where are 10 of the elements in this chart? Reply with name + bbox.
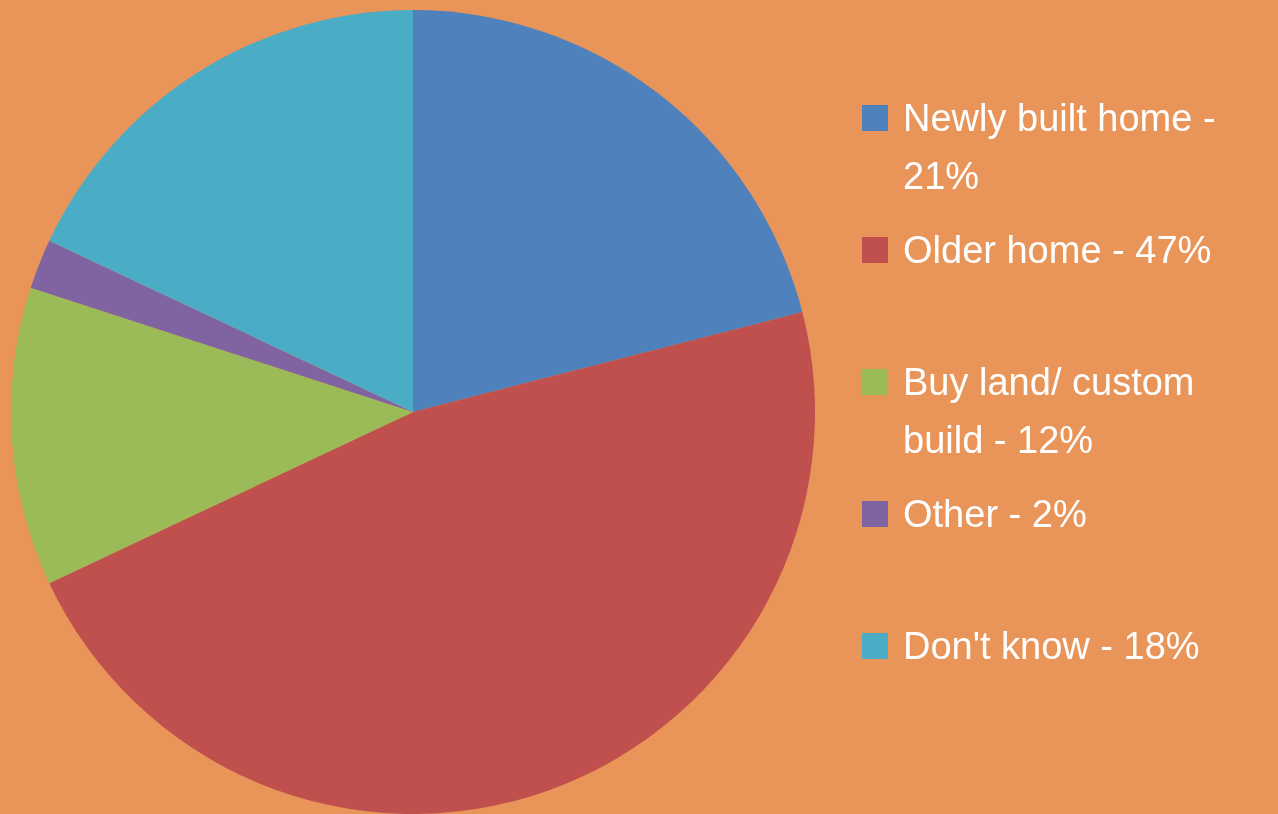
pie-slice [413, 10, 803, 412]
pie-slice [11, 287, 413, 584]
pie-slice [49, 10, 413, 412]
legend-label: Buy land/ custom build - 12% [903, 361, 1195, 461]
legend-label: Older home - 47% [903, 229, 1212, 271]
pie-slice [49, 312, 815, 814]
legend-label: Newly built home - 21% [903, 97, 1216, 197]
legend-label: Don't know - 18% [903, 625, 1200, 667]
legend-label: Other - 2% [903, 493, 1087, 535]
pie-slice [30, 240, 413, 412]
